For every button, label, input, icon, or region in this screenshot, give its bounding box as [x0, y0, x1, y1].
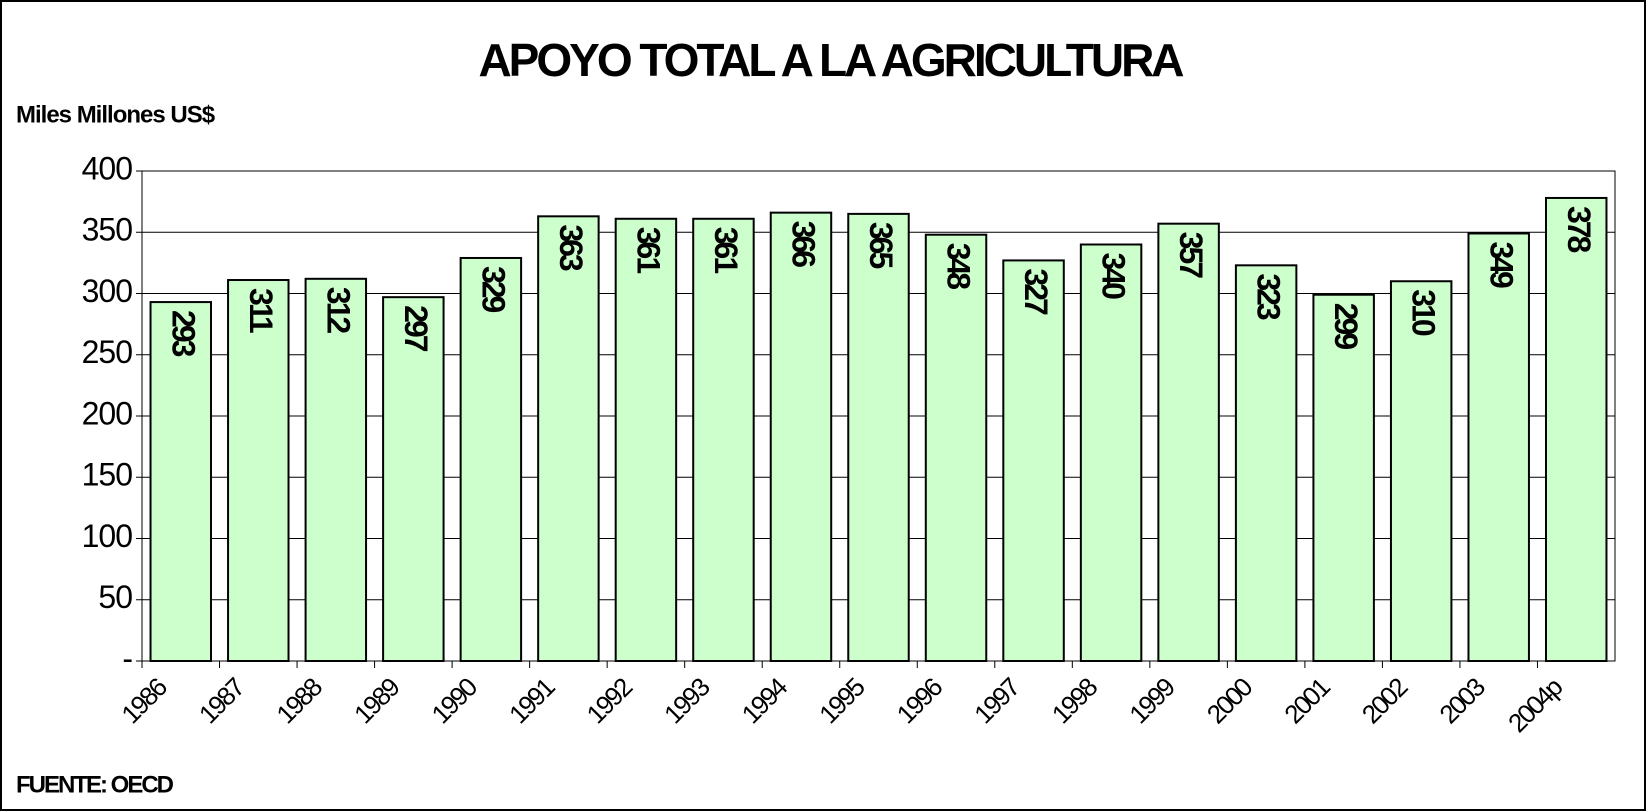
data-label: 311 [243, 288, 279, 333]
chart-title: APOYO TOTAL A LA AGRICULTURA [478, 34, 1183, 86]
data-label: 366 [786, 221, 822, 268]
data-label: 312 [320, 287, 356, 334]
bar [304, 277, 368, 662]
bar [1234, 264, 1298, 662]
bar [382, 296, 445, 662]
data-label: 361 [630, 227, 666, 274]
data-label: 293 [165, 310, 201, 357]
data-label: 297 [398, 305, 434, 352]
source-note: FUENTE: OECD [16, 771, 174, 798]
data-label: 348 [941, 243, 977, 290]
y-tick-label: 200 [82, 395, 133, 431]
data-label: 357 [1173, 232, 1209, 279]
data-label: 378 [1561, 206, 1597, 253]
y-tick-label: 300 [82, 273, 133, 309]
data-label: 363 [553, 224, 589, 271]
data-label: 340 [1096, 253, 1132, 300]
data-label: 327 [1018, 268, 1054, 315]
bar [692, 217, 755, 662]
y-tick-label: 150 [82, 457, 133, 493]
data-label: 361 [708, 227, 744, 274]
bar [1002, 259, 1065, 662]
y-tick-label: 50 [98, 579, 132, 615]
bar [1467, 232, 1530, 662]
y-tick-label: 250 [82, 334, 133, 370]
bar [1079, 243, 1143, 662]
bar [149, 301, 212, 662]
bar [1389, 280, 1453, 662]
y-tick-label: 100 [82, 518, 133, 554]
bar [769, 211, 833, 662]
data-label: 329 [475, 266, 511, 313]
y-tick-label: 400 [82, 150, 133, 186]
data-label: 349 [1483, 241, 1519, 288]
bar [1545, 196, 1608, 662]
bar [537, 215, 600, 662]
bar [459, 256, 523, 662]
data-label: 365 [863, 222, 899, 269]
data-label: 323 [1251, 273, 1287, 320]
y-tick-label: 350 [82, 212, 133, 248]
bar [924, 233, 988, 662]
bar [1157, 222, 1220, 663]
bar [847, 212, 910, 662]
data-label: 299 [1328, 303, 1364, 350]
bar [614, 217, 678, 662]
data-label: 310 [1406, 289, 1442, 336]
y-axis-label: Miles Millones US$ [16, 101, 216, 128]
bar [1312, 293, 1375, 662]
bar [227, 279, 290, 662]
y-tick-label: - [122, 640, 132, 676]
